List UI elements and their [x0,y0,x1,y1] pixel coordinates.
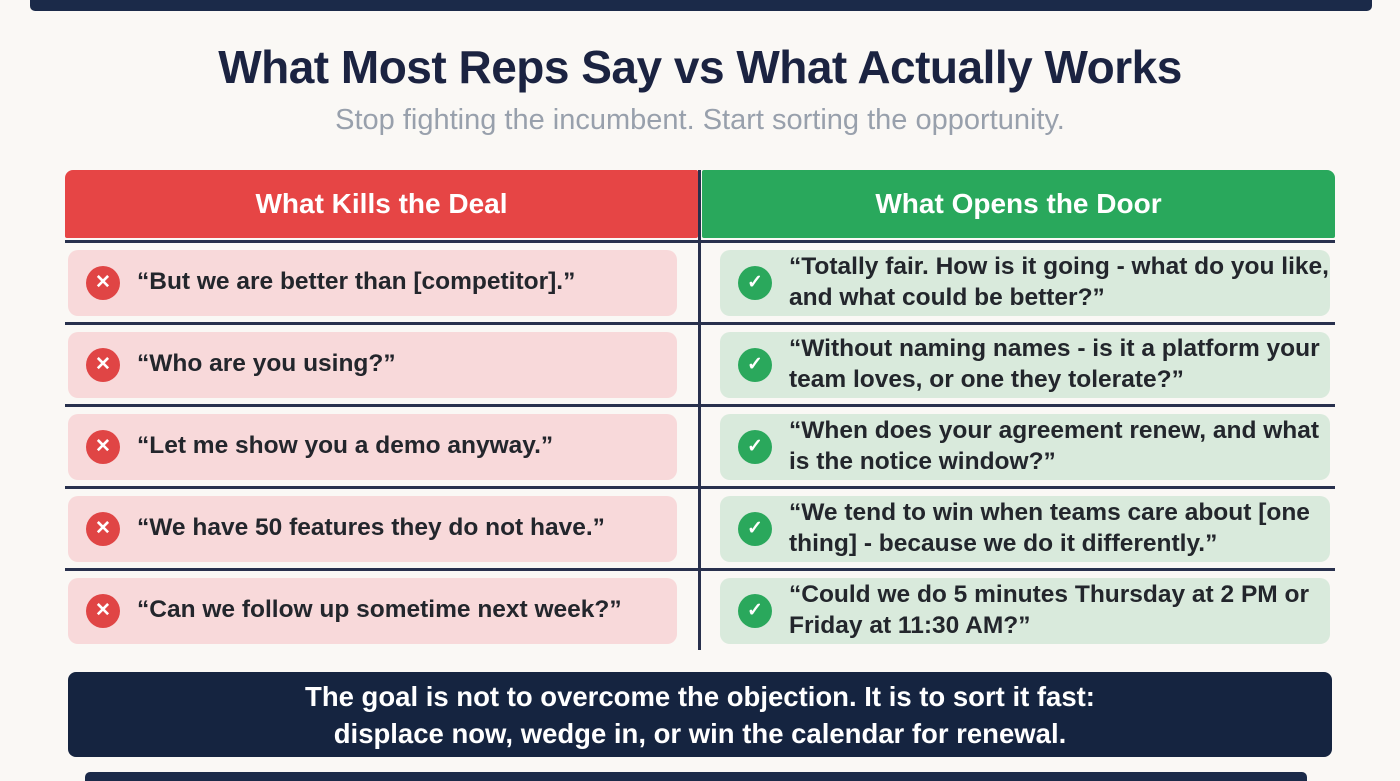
table-row: ✕ “Let me show you a demo anyway.” ✓ “Wh… [65,404,1335,486]
kill-cell: ✕ “Who are you using?” [68,331,677,398]
column-divider [698,170,701,650]
top-crop-strip [30,0,1372,11]
kill-cell: ✕ “We have 50 features they do not have.… [68,495,677,562]
kill-quote: “Let me show you a demo anyway.” [137,432,554,460]
open-quote: “When does your agreement renew, and wha… [789,416,1320,475]
page-subtitle: Stop fighting the incumbent. Start sorti… [335,104,1065,136]
kill-quote: “We have 50 features they do not have.” [137,514,605,542]
cross-icon: ✕ [86,265,120,300]
table-body: ✕ “But we are better than [competitor].”… [65,240,1335,650]
takeaway-banner: The goal is not to overcome the objectio… [68,672,1332,757]
open-cell: ✓ “Could we do 5 minutes Thursday at 2 P… [720,577,1330,644]
open-quote: “Totally fair. How is it going - what do… [789,252,1329,311]
open-quote: “Could we do 5 minutes Thursday at 2 PM … [789,580,1310,639]
takeaway-line-2: displace now, wedge in, or win the calen… [333,717,1067,749]
bottom-crop-strip [85,772,1307,781]
kill-cell: ✕ “But we are better than [competitor].” [68,249,677,316]
comparison-table: What Kills the Deal What Opens the Door … [65,170,1335,650]
kill-quote: “But we are better than [competitor].” [137,268,576,296]
table-header-row: What Kills the Deal What Opens the Door [65,170,1335,238]
check-icon: ✓ [738,429,772,464]
kill-quote: “Who are you using?” [137,350,396,378]
page-title: What Most Reps Say vs What Actually Work… [218,41,1182,93]
table-row: ✕ “But we are better than [competitor].”… [65,240,1335,322]
kill-cell: ✕ “Can we follow up sometime next week?” [68,577,677,644]
kill-quote: “Can we follow up sometime next week?” [137,596,622,624]
cross-icon: ✕ [86,593,120,628]
kill-cell: ✕ “Let me show you a demo anyway.” [68,413,677,480]
takeaway-line-1: The goal is not to overcome the objectio… [305,680,1095,712]
open-cell: ✓ “We tend to win when teams care about … [720,495,1330,562]
check-icon: ✓ [738,511,772,546]
table-row: ✕ “Can we follow up sometime next week?”… [65,568,1335,650]
open-cell: ✓ “Totally fair. How is it going - what … [720,249,1330,316]
cross-icon: ✕ [86,511,120,546]
open-cell: ✓ “Without naming names - is it a platfo… [720,331,1330,398]
check-icon: ✓ [738,593,772,628]
cross-icon: ✕ [86,429,120,464]
check-icon: ✓ [738,265,772,300]
open-quote: “Without naming names - is it a platform… [789,334,1320,393]
open-column-header: What Opens the Door [702,170,1335,238]
cross-icon: ✕ [86,347,120,382]
table-row: ✕ “Who are you using?” ✓ “Without naming… [65,322,1335,404]
open-cell: ✓ “When does your agreement renew, and w… [720,413,1330,480]
table-row: ✕ “We have 50 features they do not have.… [65,486,1335,568]
open-quote: “We tend to win when teams care about [o… [789,498,1310,557]
check-icon: ✓ [738,347,772,382]
kill-column-header: What Kills the Deal [65,170,698,238]
